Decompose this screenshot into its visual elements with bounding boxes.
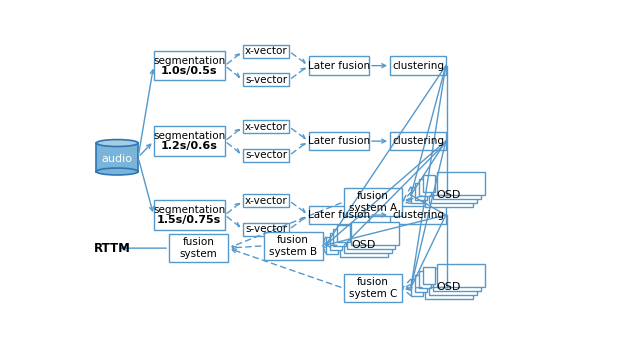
Text: OSD: OSD xyxy=(436,282,461,292)
Text: RTTM: RTTM xyxy=(94,242,131,255)
Text: fusion
system: fusion system xyxy=(180,237,218,259)
Bar xyxy=(340,234,388,257)
Bar xyxy=(344,274,403,302)
Text: clustering: clustering xyxy=(392,210,444,220)
Text: Later fusion: Later fusion xyxy=(308,210,370,220)
Text: fusion
system B: fusion system B xyxy=(269,235,317,257)
Bar xyxy=(154,126,225,156)
Bar xyxy=(308,56,369,75)
Bar xyxy=(411,279,423,296)
Bar xyxy=(308,132,369,150)
Bar xyxy=(390,56,446,75)
Bar xyxy=(425,183,473,206)
Bar xyxy=(264,232,323,260)
Bar xyxy=(330,233,342,250)
Text: fusion
system A: fusion system A xyxy=(349,191,397,213)
Text: x-vector: x-vector xyxy=(244,122,287,132)
Bar xyxy=(308,206,369,224)
Text: 1.5s/0.75s: 1.5s/0.75s xyxy=(157,216,221,225)
Text: s-vector: s-vector xyxy=(245,75,287,85)
Text: x-vector: x-vector xyxy=(244,47,287,56)
Text: OSD: OSD xyxy=(436,190,461,200)
Bar xyxy=(415,183,428,200)
Text: s-vector: s-vector xyxy=(245,150,287,160)
Bar xyxy=(243,149,289,162)
Bar xyxy=(344,230,392,253)
Bar xyxy=(351,222,399,245)
Bar xyxy=(419,179,431,196)
Bar xyxy=(390,206,446,224)
Bar xyxy=(425,276,473,299)
Ellipse shape xyxy=(96,140,138,147)
Bar xyxy=(243,120,289,134)
Text: fusion
system C: fusion system C xyxy=(349,277,397,299)
Bar xyxy=(411,187,423,204)
Bar xyxy=(243,223,289,236)
Bar xyxy=(333,229,346,246)
Bar xyxy=(344,188,403,216)
Text: clustering: clustering xyxy=(392,136,444,146)
Text: clustering: clustering xyxy=(392,61,444,71)
Bar xyxy=(436,172,484,195)
Bar xyxy=(436,264,484,287)
Text: s-vector: s-vector xyxy=(245,224,287,234)
Bar xyxy=(243,73,289,86)
Bar xyxy=(429,272,477,295)
Bar xyxy=(337,225,349,242)
Bar xyxy=(154,51,225,80)
Text: 1.0s/0.5s: 1.0s/0.5s xyxy=(161,66,218,76)
Bar xyxy=(326,236,338,253)
Bar xyxy=(169,234,228,262)
Bar xyxy=(433,176,481,199)
Text: x-vector: x-vector xyxy=(244,196,287,206)
Bar xyxy=(348,226,396,249)
Bar xyxy=(96,143,138,171)
Bar xyxy=(422,268,435,284)
Text: Later fusion: Later fusion xyxy=(308,136,370,146)
Bar xyxy=(415,275,428,292)
Ellipse shape xyxy=(96,168,138,175)
Bar xyxy=(154,200,225,230)
Bar xyxy=(433,268,481,291)
Bar xyxy=(429,180,477,203)
Text: 1.2s/0.6s: 1.2s/0.6s xyxy=(161,142,218,152)
Text: segmentation: segmentation xyxy=(153,56,225,66)
Text: segmentation: segmentation xyxy=(153,131,225,142)
Text: segmentation: segmentation xyxy=(153,205,225,216)
Bar xyxy=(390,132,446,150)
Bar xyxy=(419,271,431,288)
Bar xyxy=(422,175,435,192)
Bar xyxy=(243,45,289,58)
Text: Later fusion: Later fusion xyxy=(308,61,370,71)
Text: OSD: OSD xyxy=(351,240,376,250)
Text: audio: audio xyxy=(102,154,132,164)
Bar xyxy=(243,194,289,207)
